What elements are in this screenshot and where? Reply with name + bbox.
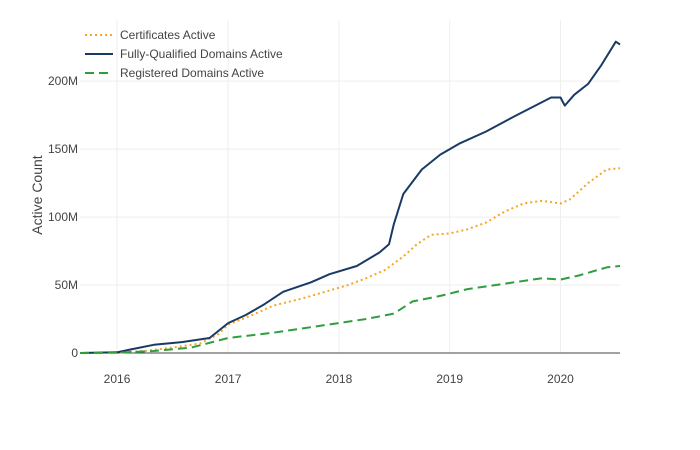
legend-item-1[interactable]: Fully-Qualified Domains Active	[85, 47, 283, 61]
y-axis-title: Active Count	[29, 155, 45, 234]
y-tick-label-1: 50M	[55, 278, 78, 292]
axis-layer: 2016 2017 2018 2019 2020 0 50M 100M 150M 200M	[48, 74, 620, 386]
legend-label-2: Registered Domains Active	[120, 66, 264, 80]
legend-label-1: Fully-Qualified Domains Active	[120, 47, 283, 61]
series-line-1	[79, 40, 621, 354]
series-line-2	[79, 265, 621, 354]
grid-layer	[80, 20, 620, 353]
x-tick-label-0: 2016	[104, 372, 131, 386]
x-tick-label-4: 2020	[547, 372, 574, 386]
legend-label-0: Certificates Active	[120, 28, 216, 42]
legend-item-2[interactable]: Registered Domains Active	[85, 66, 264, 80]
series-layer	[79, 40, 621, 354]
y-tick-label-2: 100M	[48, 210, 78, 224]
series-line-0	[79, 167, 621, 354]
legend[interactable]: Certificates Active Fully-Qualified Domai…	[85, 28, 283, 80]
x-tick-label-1: 2017	[215, 372, 242, 386]
x-tick-label-3: 2019	[436, 372, 463, 386]
legend-item-0[interactable]: Certificates Active	[85, 28, 216, 42]
y-tick-label-3: 150M	[48, 142, 78, 156]
y-tick-label-4: 200M	[48, 74, 78, 88]
x-tick-label-2: 2018	[326, 372, 353, 386]
y-tick-label-0: 0	[71, 346, 78, 360]
